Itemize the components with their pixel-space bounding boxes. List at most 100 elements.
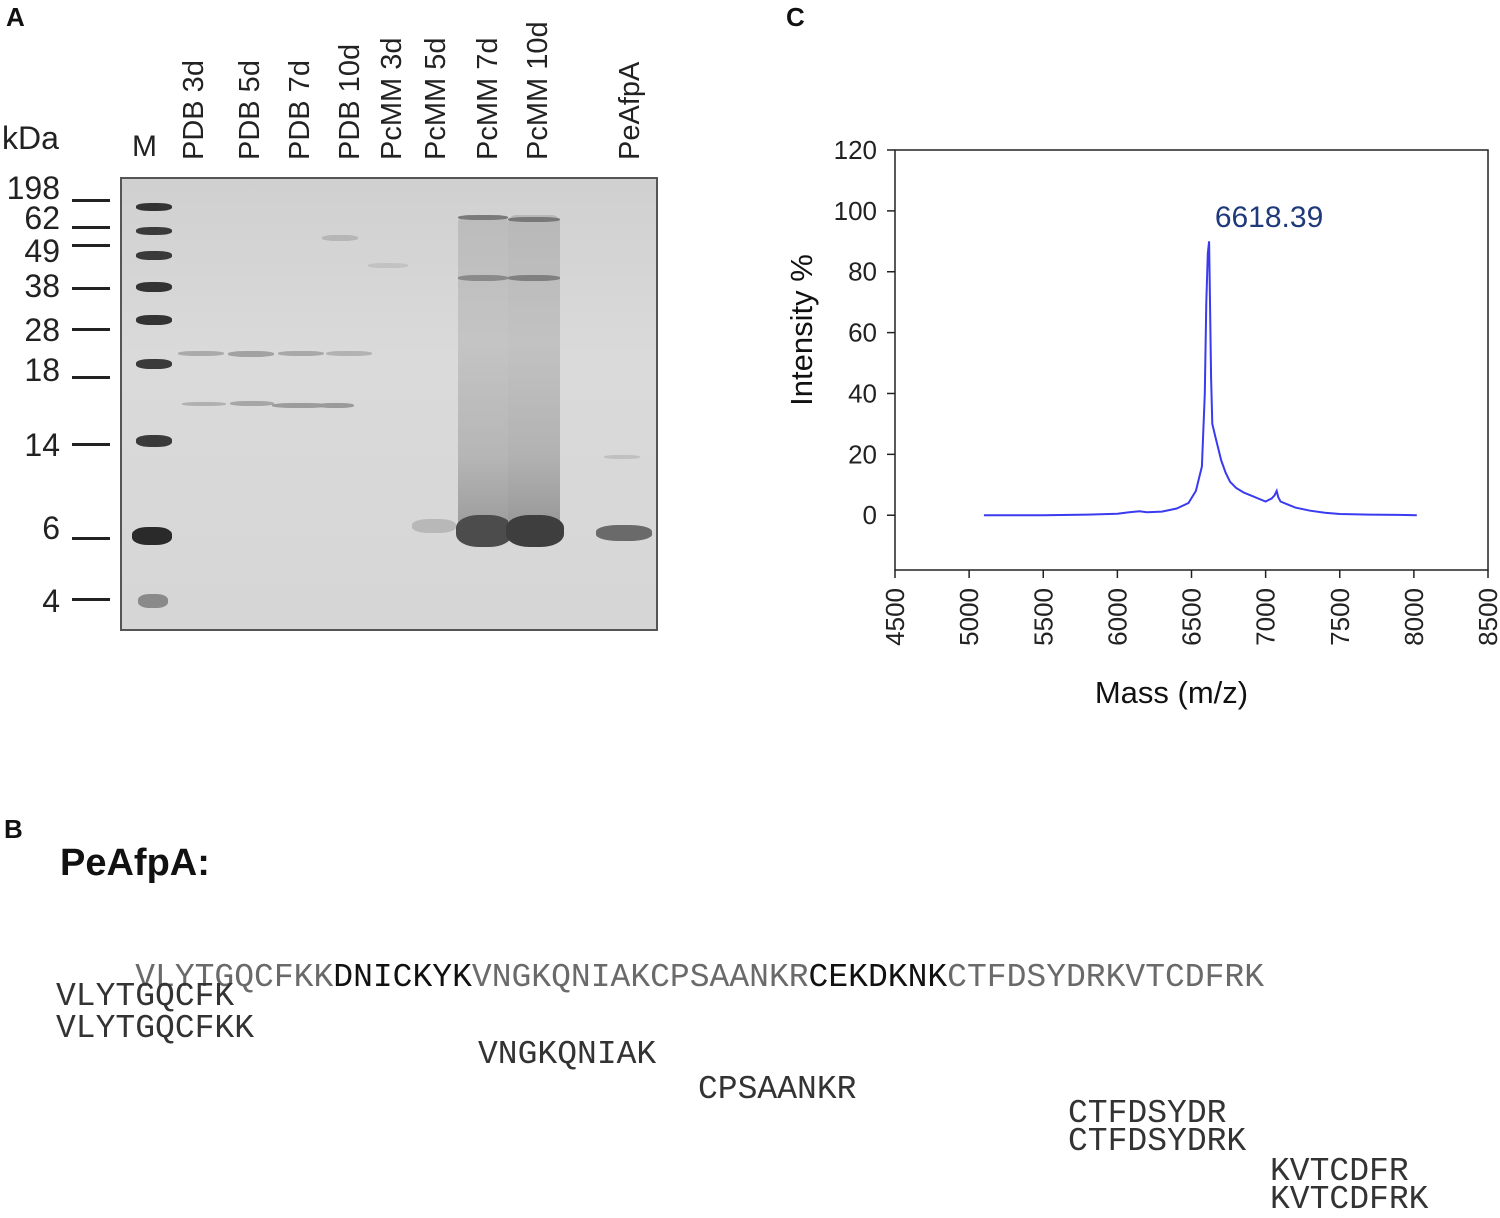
sample-band	[458, 275, 508, 281]
marker-band	[136, 251, 172, 260]
panel-label-c: C	[786, 2, 805, 32]
marker-size-label: 18	[24, 352, 60, 388]
kda-axis-label: kDa	[2, 120, 59, 156]
sample-band	[278, 351, 324, 356]
sample-band	[508, 275, 560, 281]
sequence-segment: VNGKQNIAKCPSAANKR	[471, 959, 809, 996]
marker-band	[136, 315, 172, 325]
panel-label-a: A	[6, 2, 25, 32]
marker-size-label: 28	[24, 312, 60, 348]
y-tick-label: 20	[848, 439, 877, 469]
marker-size-label: 198	[6, 170, 60, 206]
y-tick-label: 120	[834, 135, 877, 165]
peptide: KVTCDFR	[1270, 1153, 1409, 1190]
marker-size-label: 14	[24, 427, 60, 463]
lane-label: PDB 10d	[334, 43, 366, 160]
peptide: VNGKQNIAK	[478, 1036, 657, 1073]
panel-label-b: B	[4, 814, 23, 844]
sample-band	[272, 403, 328, 408]
sample-smear	[458, 215, 508, 535]
sample-band	[412, 519, 456, 533]
x-tick-label: 6500	[1177, 588, 1207, 646]
sample-band	[368, 263, 408, 268]
marker-size-tick	[72, 537, 110, 540]
x-tick-label: 7500	[1325, 588, 1355, 646]
y-tick-label: 40	[848, 378, 877, 408]
marker-size-label: 49	[24, 233, 60, 269]
peptide: CPSAANKR	[698, 1071, 857, 1108]
x-tick-label: 4500	[880, 588, 910, 646]
marker-size-tick	[72, 328, 110, 331]
spectrum-line	[983, 241, 1417, 517]
peptide: VLYTGQCFKK	[56, 1010, 255, 1047]
y-tick-label: 100	[834, 196, 877, 226]
lane-label: PDB 3d	[178, 60, 210, 160]
marker-size-tick	[72, 199, 110, 202]
sample-band	[178, 351, 224, 356]
lane-label: PcMM 5d	[420, 37, 452, 160]
y-axis-title: Intensity %	[784, 254, 819, 406]
sequence-segment: CEKDKNK	[808, 959, 948, 996]
x-tick-label: 8000	[1399, 588, 1429, 646]
protein-name: PeAfpA:	[60, 842, 210, 884]
marker-band	[136, 282, 172, 292]
marker-size-tick	[72, 287, 110, 290]
sequence-segment: DNICKYK	[333, 959, 472, 996]
x-axis-title: Mass (m/z)	[1095, 675, 1248, 710]
x-tick-label: 5500	[1028, 588, 1058, 646]
marker-size-label: 38	[24, 268, 60, 304]
x-tick-label: 7000	[1251, 588, 1281, 646]
peptide: CTFDSYDR	[1068, 1095, 1227, 1132]
marker-size-label: 62	[24, 200, 60, 236]
marker-size-tick	[72, 244, 110, 247]
sequence-segment: CTFDSYDRKVTCDFRK	[947, 959, 1265, 996]
lane-label: PDB 7d	[284, 60, 316, 160]
y-tick-label: 80	[848, 257, 877, 287]
peptide: KVTCDFRK	[1270, 1181, 1429, 1218]
sequence-segment: VLYTGQCFKK	[135, 959, 334, 996]
lane-label: PDB 5d	[234, 60, 266, 160]
marker-lane-label: M	[132, 130, 157, 163]
sample-band	[596, 525, 652, 541]
sample-band	[506, 515, 564, 547]
marker-band	[138, 594, 168, 608]
sample-band	[456, 515, 512, 547]
marker-size-tick	[72, 443, 110, 446]
y-tick-label: 60	[848, 318, 877, 348]
marker-band	[132, 527, 172, 545]
sample-band	[318, 403, 354, 408]
sample-band	[458, 215, 508, 220]
mass-spectrum-chart: 0 20 40 60 80 100 120 4500 5000 5500 6000 6500 7000 7…	[784, 135, 1500, 710]
gel-image	[120, 177, 658, 631]
sample-band	[182, 402, 226, 406]
y-tick-label: 0	[863, 500, 877, 530]
marker-band	[136, 227, 172, 235]
lane-label: PcMM 7d	[472, 37, 504, 160]
sample-band	[326, 351, 372, 356]
sample-band	[604, 455, 640, 459]
plot-frame	[894, 149, 1489, 571]
sample-band	[508, 217, 560, 222]
sample-smear	[508, 215, 560, 535]
sample-band	[228, 351, 274, 357]
marker-size-tick	[72, 376, 110, 379]
marker-size-label: 6	[42, 510, 60, 546]
x-tick-label: 6000	[1102, 588, 1132, 646]
marker-size-label: 4	[42, 583, 60, 619]
sample-band	[230, 401, 274, 406]
marker-band	[136, 359, 172, 369]
marker-size-tick	[72, 226, 110, 229]
marker-band	[136, 435, 172, 447]
marker-band	[136, 203, 172, 211]
x-tick-label: 8500	[1473, 588, 1500, 646]
peak-label: 6618.39	[1215, 201, 1323, 234]
peptide: VLYTGQCFK	[56, 978, 235, 1015]
lane-label: PeAfpA	[614, 61, 646, 160]
lane-label: PcMM 3d	[376, 37, 408, 160]
x-tick-label: 5000	[954, 588, 984, 646]
full-sequence: VLYTGQCFKKDNICKYKVNGKQNIAKCPSAANKRCEKDKN…	[56, 922, 1264, 1033]
peptide: CTFDSYDRK	[1068, 1123, 1247, 1160]
marker-size-tick	[72, 598, 110, 601]
lane-label: PcMM 10d	[522, 21, 554, 160]
sample-band	[322, 235, 358, 241]
